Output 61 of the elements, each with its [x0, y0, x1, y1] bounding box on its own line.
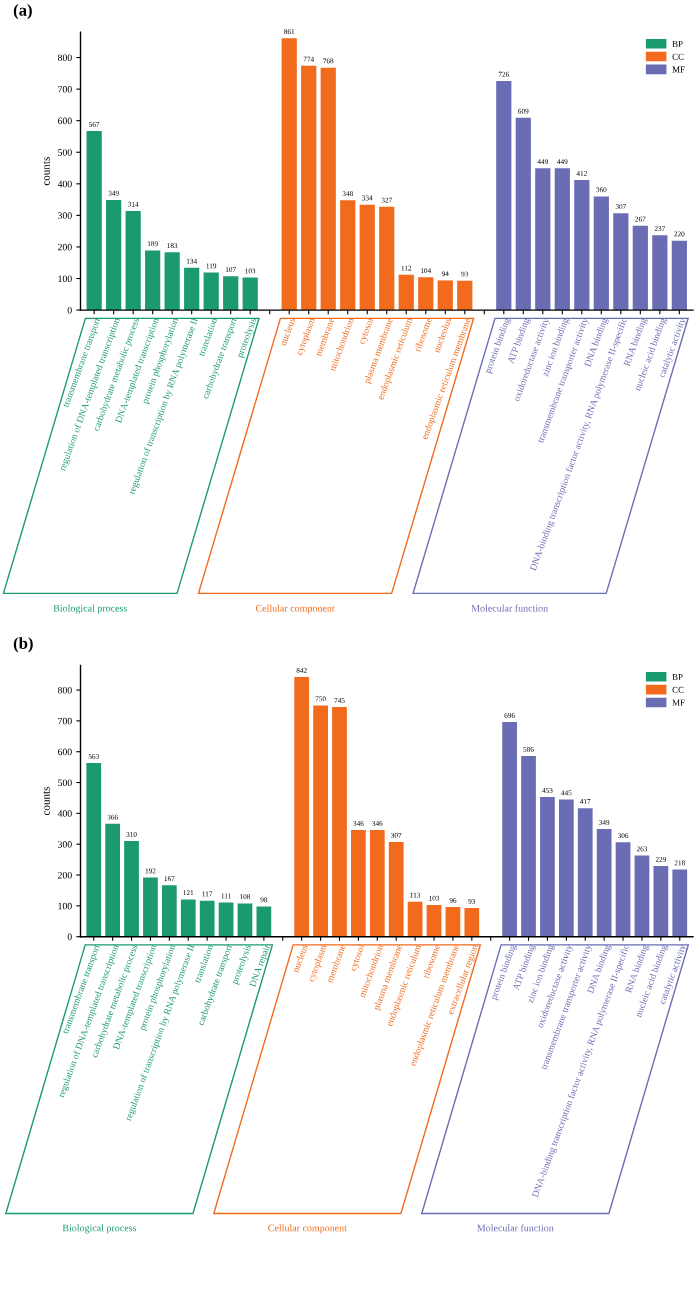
bar	[124, 841, 139, 937]
bar	[577, 808, 593, 937]
bar	[332, 707, 347, 937]
bar	[237, 903, 253, 937]
bar	[521, 756, 536, 937]
bar	[164, 252, 180, 311]
bar	[184, 267, 200, 311]
bar	[671, 240, 687, 311]
bar	[313, 705, 328, 937]
bar	[496, 80, 512, 311]
bar	[554, 168, 570, 311]
bar	[574, 180, 590, 311]
bar	[143, 877, 158, 937]
bar	[145, 250, 161, 311]
bar	[653, 866, 669, 937]
bar	[105, 823, 121, 937]
bar	[294, 677, 310, 937]
bar	[203, 272, 219, 311]
bar	[369, 830, 385, 937]
bar	[540, 797, 555, 937]
bar	[106, 199, 122, 311]
bar	[672, 869, 688, 937]
bar	[256, 906, 272, 937]
bar	[457, 280, 473, 311]
bar	[652, 235, 668, 311]
bar	[407, 901, 423, 937]
bar	[558, 799, 574, 937]
bar	[613, 213, 629, 311]
bar	[125, 210, 141, 311]
bar	[634, 855, 650, 937]
bar	[223, 276, 239, 311]
bar	[632, 225, 648, 311]
bar	[596, 829, 612, 937]
bar	[615, 842, 631, 937]
bar	[86, 763, 102, 937]
chart-title: (b)	[13, 637, 33, 653]
bar	[199, 900, 215, 937]
bar	[242, 277, 258, 311]
bar	[418, 277, 434, 311]
bar	[426, 904, 442, 937]
bar	[464, 908, 480, 937]
bar	[535, 168, 551, 311]
bar	[388, 842, 404, 937]
bar	[359, 204, 375, 311]
bar	[320, 67, 336, 311]
bar	[593, 196, 609, 311]
bar	[161, 885, 177, 937]
bar	[437, 280, 453, 311]
bar	[398, 274, 414, 311]
bar	[281, 38, 297, 311]
bar	[218, 902, 234, 937]
bar	[86, 131, 102, 311]
bar	[515, 117, 531, 311]
bar	[502, 722, 517, 937]
bar	[340, 200, 356, 311]
bar	[351, 830, 366, 937]
bar	[180, 899, 196, 937]
bar	[379, 206, 395, 311]
bar	[445, 907, 461, 937]
chart-title: (a)	[13, 4, 32, 20]
bar	[301, 65, 317, 311]
